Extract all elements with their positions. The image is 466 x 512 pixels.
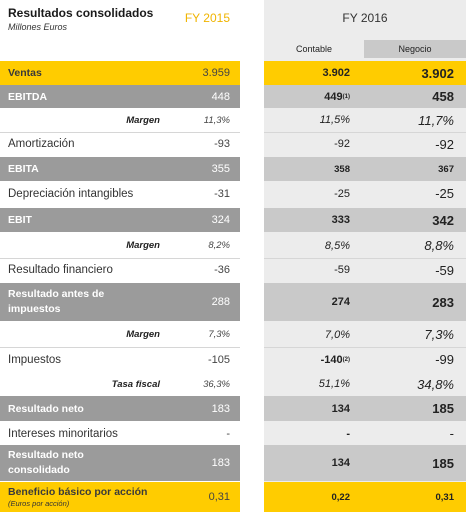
value-contable: 11,5% (319, 114, 350, 126)
value-fy2015: - (226, 427, 230, 440)
row-ebitda: EBITDA 448 449 (1) 458 (0, 85, 466, 108)
row-label: Margen (126, 114, 160, 126)
value-contable: 8,5% (324, 239, 350, 252)
value-negocio: -25 (435, 186, 454, 201)
value-fy2015: 7,3% (208, 329, 230, 340)
row-label: Margen (126, 240, 160, 251)
row-label: EBIT (8, 214, 32, 226)
value-contable: 0,22 (331, 491, 351, 503)
footnote-marker: (1) (342, 93, 350, 100)
header-contable: Contable (264, 40, 364, 58)
value-fy2015: 3.959 (202, 67, 230, 79)
value-contable: -59 (334, 264, 350, 276)
value-negocio: 7,3% (424, 327, 454, 342)
footnote-marker: (2) (342, 356, 350, 363)
row-label: Intereses minoritarios (8, 427, 118, 440)
header-negocio: Negocio (364, 40, 466, 58)
row-margen-bai: Margen 7,3% 7,0% 7,3% (0, 322, 466, 347)
row-label: Depreciación intangibles (8, 187, 134, 200)
row-label: Resultado financiero (8, 264, 113, 276)
value-fy2015: 0,31 (208, 491, 230, 503)
value-contable: -92 (334, 138, 350, 150)
row-margen-ebitda: Margen 11,3% 11,5% 11,7% (0, 108, 466, 132)
table-subtitle: Millones Euros (8, 22, 68, 32)
row-label: Impuestos (8, 353, 62, 366)
row-ebita: EBITA 355 358 367 (0, 157, 466, 181)
value-fy2015: 183 (211, 402, 230, 415)
value-negocio: 342 (432, 212, 454, 228)
row-ventas: Ventas 3.959 3.902 3.902 (0, 61, 466, 85)
value-contable: -25 (334, 187, 350, 200)
value-negocio: 283 (432, 294, 454, 310)
row-impuestos: Impuestos -105 -140 (2) -99 (0, 347, 466, 372)
value-negocio: 367 (438, 163, 454, 175)
value-fy2015: 448 (211, 90, 230, 103)
row-margen-ebit: Margen 8,2% 8,5% 8,8% (0, 233, 466, 258)
value-negocio: 458 (432, 89, 454, 104)
row-label: Resultado neto (8, 402, 84, 415)
value-negocio: -99 (435, 352, 454, 367)
row-label: Resultado neto consolidado (8, 449, 84, 476)
value-contable: 3.902 (322, 67, 350, 79)
row-sublabel: (Euros por acción) (8, 499, 70, 508)
header-fy2016: FY 2016 (342, 11, 388, 25)
row-depreciacion-intangibles: Depreciación intangibles -31 -25 -25 (0, 181, 466, 206)
value-negocio: -59 (435, 262, 454, 278)
value-fy2015: 324 (211, 214, 230, 226)
value-contable: -140 (2) (320, 353, 350, 366)
value-contable: 333 (331, 214, 350, 226)
value-fy2015: -31 (214, 187, 230, 200)
row-resultado-neto-consolidado: Resultado neto consolidado 183 134 185 (0, 445, 466, 481)
value-negocio: 185 (432, 401, 454, 416)
row-label: Beneficio básico por acción (8, 486, 148, 498)
value-fy2015: 11,3% (203, 114, 230, 126)
row-amortizacion: Amortización -93 -92 -92 (0, 132, 466, 156)
value-fy2015: 8,2% (208, 240, 230, 251)
value-negocio: 185 (432, 455, 454, 471)
value-fy2015: -93 (214, 138, 230, 150)
row-label: Margen (126, 329, 160, 340)
value-contable: 134 (331, 402, 350, 415)
table-title: Resultados consolidados (8, 6, 154, 20)
row-label: Ventas (8, 67, 42, 79)
value-contable: 51,1% (318, 378, 350, 390)
value-contable: 358 (334, 163, 350, 175)
value-fy2015: -105 (207, 353, 230, 366)
row-intereses-minoritarios: Intereses minoritarios - - - (0, 422, 466, 445)
column-gap (240, 0, 264, 512)
row-beneficio-por-accion: Beneficio básico por acción (Euros por a… (0, 482, 466, 512)
value-fy2015: 183 (211, 457, 230, 469)
row-resultado-neto: Resultado neto 183 134 185 (0, 396, 466, 421)
value-fy2015: 288 (211, 296, 230, 308)
value-negocio: 8,8% (424, 238, 454, 253)
value-negocio: 3.902 (421, 65, 454, 81)
value-contable: - (346, 427, 350, 440)
row-label-group: Beneficio básico por acción (Euros por a… (0, 482, 240, 512)
value-fy2015: -36 (214, 264, 230, 276)
value-negocio: 34,8% (417, 376, 454, 392)
row-label: Resultado antes de impuestos (8, 287, 105, 315)
value-contable: 274 (331, 296, 350, 308)
row-resultado-antes-impuestos: Resultado antes de impuestos 288 274 283 (0, 283, 466, 321)
value-fy2015: 36,3% (203, 378, 230, 390)
value-negocio: - (449, 426, 454, 441)
row-resultado-financiero: Resultado financiero -36 -59 -59 (0, 258, 466, 282)
value-contable: 7,0% (324, 328, 350, 341)
row-label: Tasa fiscal (111, 378, 160, 390)
value-contable: 449 (1) (324, 90, 350, 103)
row-ebit: EBIT 324 333 342 (0, 208, 466, 232)
value-negocio: -92 (435, 136, 454, 152)
header-fy2015: FY 2015 (184, 11, 230, 25)
value-contable: 134 (331, 457, 350, 469)
row-label: Amortización (8, 138, 75, 150)
value-fy2015: 355 (211, 163, 230, 175)
row-label: EBITDA (8, 90, 48, 103)
row-tasa-fiscal: Tasa fiscal 36,3% 51,1% 34,8% (0, 372, 466, 396)
row-label: EBITA (8, 163, 39, 175)
value-negocio: 0,31 (435, 491, 455, 503)
value-negocio: 11,7% (418, 112, 454, 128)
